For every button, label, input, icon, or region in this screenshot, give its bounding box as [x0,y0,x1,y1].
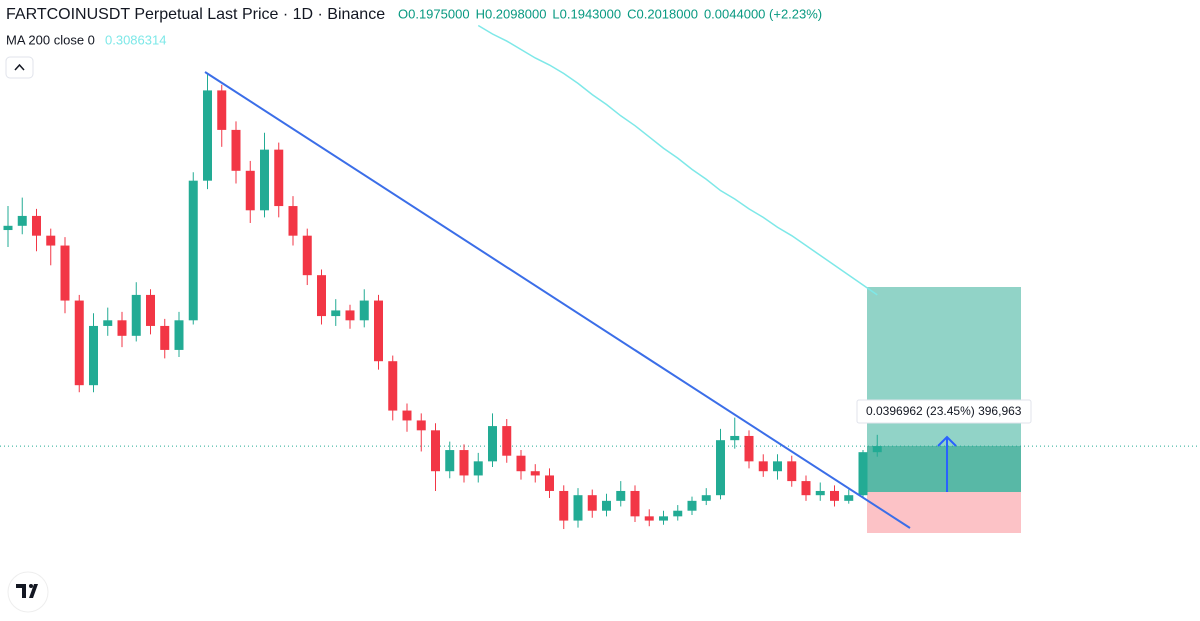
candle-body [188,180,198,321]
candle-body [160,325,170,350]
candle-body [274,149,284,207]
candle-body [573,495,583,521]
candle-body [773,461,782,472]
candle-body [89,325,98,386]
candle-body [74,300,84,386]
candle-body [388,361,398,411]
candle-body [402,410,412,421]
candle-body [872,446,882,453]
candle-body [616,490,626,501]
position-label: 0.0396962 (23.45%) 396,963 [866,404,1022,418]
candle-body [203,90,212,181]
ma-line [477,24,878,296]
candle-body [630,490,640,517]
candle-body [345,310,355,321]
ohlc-label: 0.0044000 (+2.23%) [704,6,822,21]
candle-body [716,440,725,496]
candle-body [787,461,797,482]
candle-body [146,294,155,326]
candle-body [673,510,683,517]
candle-body [174,320,184,350]
position-arrow-head [937,435,957,447]
candle-body [288,206,298,236]
target-zone-filled [867,446,1021,492]
candle-body [131,294,141,336]
trend-line [204,71,911,529]
candle-body [858,452,868,496]
chart-title: FARTCOINUSDT Perpetual Last Price · 1D ·… [6,6,385,23]
ma-name: MA 200 close 0 [6,32,95,47]
candle-body [317,275,326,317]
candle-body [530,471,540,476]
candle-body [302,235,312,276]
candle-body [830,490,839,501]
candle-body [331,310,341,317]
candle-body [260,149,269,211]
collapse-button[interactable] [5,56,34,79]
candle-body [730,435,740,441]
candle-body [445,450,455,472]
candle-body [103,320,113,326]
logo-badge [7,571,49,613]
candle-body [516,455,526,472]
ohlc-label: L0.1943000 [552,6,621,21]
candle-body [659,516,668,521]
stop-zone [867,492,1021,533]
ohlc-label: C0.2018000 [627,6,698,21]
ohlc-label: H0.2098000 [476,6,547,21]
candle-body [815,490,825,496]
candle-body [488,426,497,462]
candle-body [801,481,811,496]
candle-body [359,300,369,321]
candle-body [3,225,13,231]
candle-body [473,461,483,476]
candle-body [60,245,70,301]
candle-body [701,495,711,501]
logo [16,584,38,598]
candle-body [231,129,241,171]
candle-body [17,215,27,226]
candle-body [744,435,754,462]
candle-body [587,495,597,511]
candle-body [217,90,227,130]
candle-body [459,450,469,476]
collapse-icon [14,63,25,71]
candle-body [687,500,697,511]
candle-body [431,430,440,472]
logo-dot [29,584,33,588]
candle-body [644,516,654,521]
candle-body [502,426,512,456]
candle-body [374,300,383,362]
position-label-box [856,399,1032,424]
candle-body [245,170,255,211]
candle-body [559,490,569,521]
candle-body [32,215,41,236]
candle-body [117,320,127,336]
ohlc-label: O0.1975000 [398,6,470,21]
candle-body [416,420,426,431]
candle-body [602,500,611,511]
candle-body [758,461,768,472]
candle-body [844,495,854,501]
candle-body [545,475,554,491]
candle-body [46,235,56,246]
ma-value: 0.3086314 [105,32,166,47]
